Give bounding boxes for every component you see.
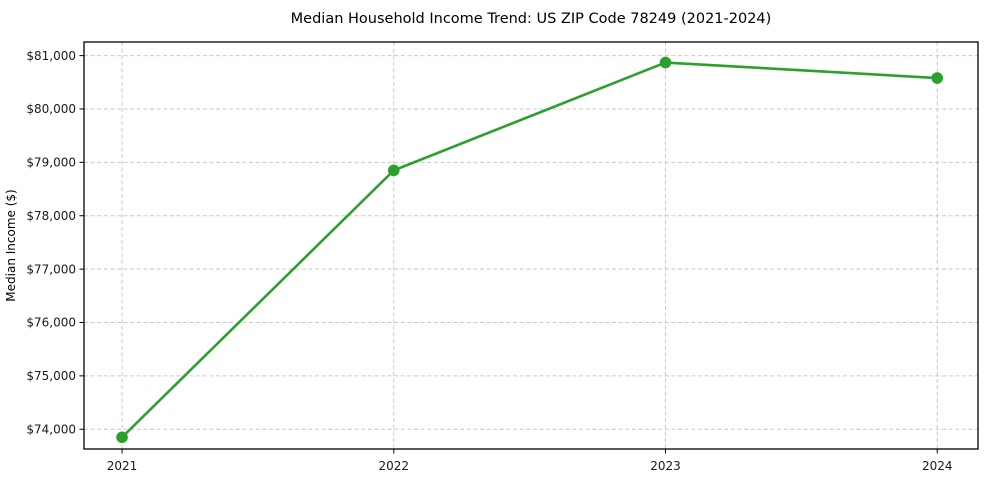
y-axis-label: Median Income ($) — [4, 189, 18, 301]
data-point-marker — [659, 56, 672, 69]
x-tick-label: 2021 — [107, 459, 138, 473]
y-tick-label: $79,000 — [26, 156, 76, 170]
data-point-marker — [931, 72, 944, 84]
chart-title: Median Household Income Trend: US ZIP Co… — [291, 11, 772, 27]
income-trend-line — [120, 61, 939, 439]
y-tick-label: $76,000 — [26, 316, 76, 330]
data-point-marker — [387, 164, 400, 177]
tick-labels: $74,000 $75,000 $76,000 $77,000 $78,000 $79,0… — [26, 49, 952, 473]
data-series — [116, 56, 944, 444]
data-point-marker — [116, 431, 128, 444]
y-tick-label: $75,000 — [26, 369, 76, 383]
axis-ticks — [79, 55, 938, 454]
y-tick-label: $80,000 — [26, 102, 76, 116]
y-tick-label: $77,000 — [26, 262, 76, 276]
grid-lines — [84, 42, 978, 449]
y-tick-label: $81,000 — [26, 49, 76, 63]
x-tick-label: 2023 — [650, 459, 681, 473]
plot-border — [83, 41, 979, 450]
y-tick-label: $78,000 — [26, 209, 76, 223]
x-tick-label: 2022 — [379, 459, 410, 473]
y-tick-label: $74,000 — [26, 422, 76, 436]
x-tick-label: 2024 — [922, 459, 953, 473]
